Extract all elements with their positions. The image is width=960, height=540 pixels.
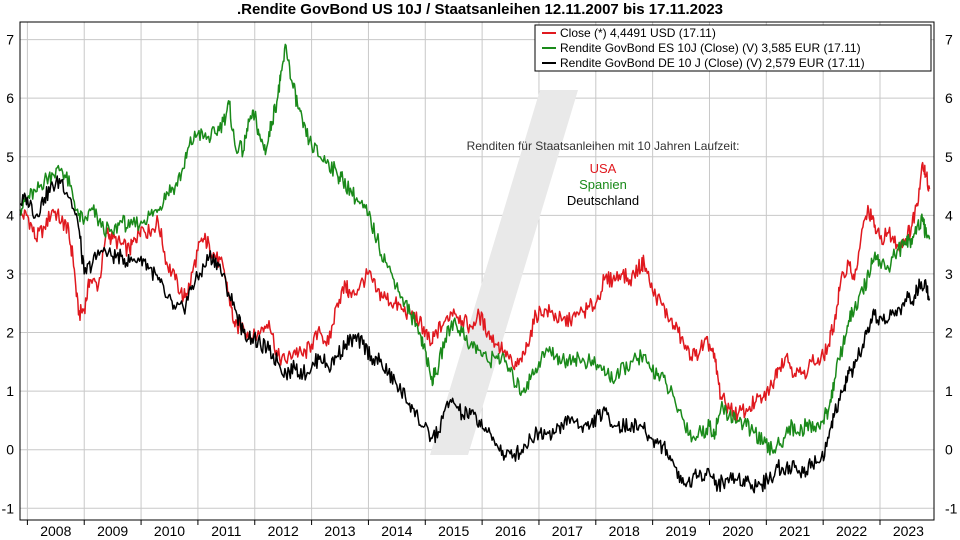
legend-box [534,24,932,72]
y-tick-label-right: 2 [945,325,953,341]
axes: -1 -1 0 0 1 1 2 2 3 3 4 4 5 5 6 6 7 7 2008 2009 2010 2011 2012… [2,32,958,539]
x-tick-label: 2012 [268,523,299,539]
y-tick-label-right: 6 [945,90,953,106]
y-tick-label-right: 3 [945,266,953,282]
series-line-2 [19,175,931,494]
y-tick-label-left: 2 [6,325,14,341]
x-tick-label: 2008 [40,523,71,539]
x-tick-label: 2016 [495,523,526,539]
annotation-germany: Deutschland [567,193,639,208]
x-tick-label: 2021 [779,523,810,539]
plot-frame [19,21,935,521]
x-tick-label: 2013 [324,523,355,539]
y-tick-label-right: 1 [945,383,953,399]
x-tick-label: 2023 [893,523,924,539]
y-tick-label-right: 7 [945,32,953,48]
annotation-heading: Renditen für Staatsanleihen mit 10 Jahre… [467,139,740,153]
legend-label-de: Rendite GovBond DE 10 J (Close) (V) 2,57… [560,56,865,70]
y-tick-label-left: 7 [6,32,14,48]
y-tick-label-left: -1 [2,500,15,516]
x-tick-label: 2010 [154,523,185,539]
x-tick-label: 2015 [438,523,469,539]
x-tick-label: 2019 [665,523,696,539]
annotation: Renditen für Staatsanleihen mit 10 Jahre… [467,139,740,208]
y-tick-label-left: 0 [6,442,14,458]
chart-title: .Rendite GovBond US 10J / Staatsanleihen… [237,1,723,18]
x-tick-label: 2022 [836,523,867,539]
watermark-logo [430,90,578,455]
y-tick-label-left: 6 [6,90,14,106]
annotation-spain: Spanien [579,177,627,192]
legend-label-es: Rendite GovBond ES 10J (Close) (V) 3,585… [560,41,861,55]
x-tick-label: 2018 [609,523,640,539]
y-tick-label-left: 4 [6,207,14,223]
y-tick-label-left: 1 [6,383,14,399]
y-tick-label-right: 0 [945,442,953,458]
x-tick-label: 2009 [97,523,128,539]
x-tick-label: 2020 [722,523,753,539]
legend-label-us: Close (*) 4,4491 USD (17.11) [560,26,716,40]
y-tick-label-right: -1 [945,500,958,516]
legend: Close (*) 4,4491 USD (17.11) Rendite Gov… [534,24,932,72]
series-line-0 [19,161,931,422]
x-tick-label: 2014 [381,523,412,539]
x-tick-label: 2017 [552,523,583,539]
y-tick-label-left: 5 [6,149,14,165]
x-tick-label: 2011 [211,523,241,539]
y-tick-label-right: 5 [945,149,953,165]
y-tick-label-right: 4 [945,207,953,223]
annotation-usa: USA [590,161,617,176]
series-lines [19,43,931,494]
series-line-1 [19,43,931,456]
y-tick-label-left: 3 [6,266,14,282]
